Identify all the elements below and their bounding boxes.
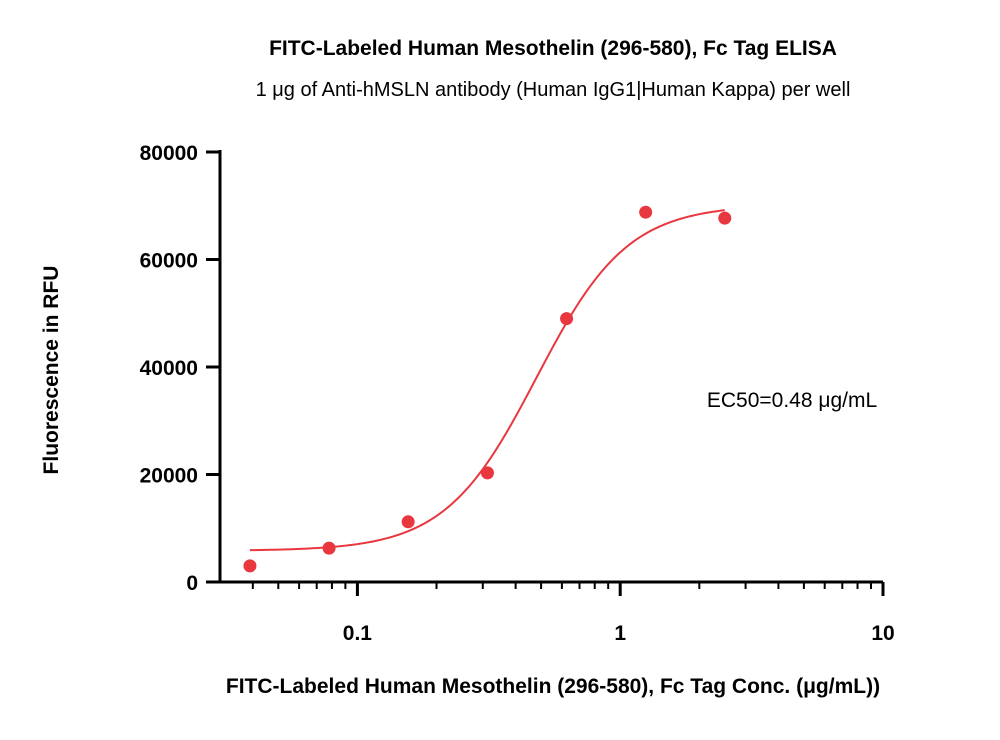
data-point [718, 211, 732, 225]
data-point [639, 205, 653, 219]
y-axis-label: Fluorescence in RFU [40, 266, 63, 475]
y-tick-label: 80000 [140, 142, 198, 165]
chart-title: FITC-Labeled Human Mesothelin (296-580),… [269, 37, 837, 60]
axes-group: 0 20000 40000 60000 80000 0.1 1 10 [140, 142, 895, 645]
x-tick-label: 1 [614, 622, 626, 645]
data-point [480, 466, 494, 480]
x-tick-label: 0.1 [343, 622, 373, 645]
y-tick-label: 40000 [140, 357, 198, 380]
ec50-annotation: EC50=0.48 μg/mL [707, 389, 877, 412]
plot-area [243, 205, 732, 573]
data-point [560, 312, 574, 326]
data-point [243, 559, 257, 573]
data-point [401, 515, 415, 529]
y-tick-label: 20000 [140, 465, 198, 488]
y-tick-label: 60000 [140, 250, 198, 273]
x-tick-label: 10 [871, 622, 894, 645]
data-point [322, 541, 336, 555]
fit-curve [249, 209, 725, 552]
chart-subtitle: 1 μg of Anti-hMSLN antibody (Human IgG1|… [256, 79, 851, 101]
y-tick-label: 0 [186, 572, 198, 595]
x-axis-label: FITC-Labeled Human Mesothelin (296-580),… [226, 675, 880, 698]
